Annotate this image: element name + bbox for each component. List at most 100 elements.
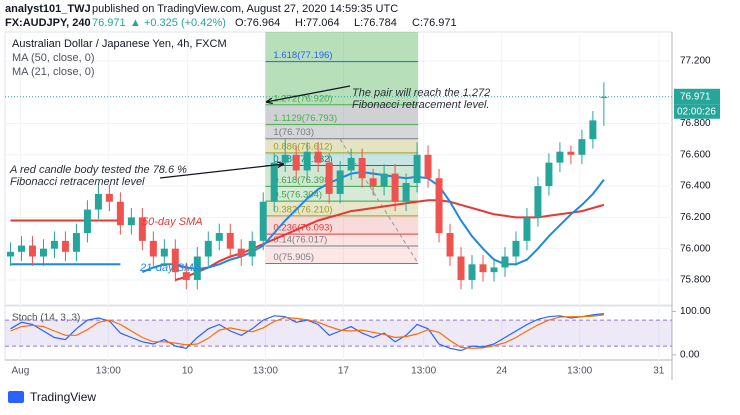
legend-entry: MA (21, close, 0) [12,66,95,78]
candle-body [567,151,575,155]
annotation: 50-day SMA [142,216,203,228]
fib-label: 0.786(76.532) [273,154,332,165]
candle-body [138,217,146,241]
candle-body [28,245,36,257]
candle-body [303,151,311,171]
high: H:77.064 [295,17,340,29]
stoch-line [10,314,604,349]
fib-label: 0.5(76.304) [273,190,322,201]
fib-label: 0.382(76.210) [273,204,332,215]
countdown-tag [674,104,720,119]
candle-body [226,233,234,249]
candle-body [215,233,223,241]
candle-body [589,120,597,140]
candle-body [424,154,432,179]
fib-band [265,215,419,235]
candle-body [83,209,91,234]
candle-body [17,245,25,252]
candle-body [402,182,410,202]
x-tick-label: 17 [338,366,350,377]
candle-body [523,217,531,241]
x-tick-label: 10 [182,366,194,377]
arrow [159,163,285,179]
annotation: Fibonacci retracement level [10,176,145,188]
candle-body [468,264,476,280]
x-tick-label: Aug [11,366,29,377]
candle-body [545,162,553,187]
candle-body [270,162,278,202]
candle-body [600,96,608,98]
y-tick-label: 76.800 [680,118,711,129]
annotation: A red candle body tested the 78.6 % [9,164,187,176]
y-tick-label: 76.200 [680,212,711,223]
candle-body [380,173,388,187]
candle-body [182,272,190,280]
candle-body [61,240,69,252]
x-tick-label: 31 [653,366,665,377]
last-price-label: 76.971 [680,91,711,102]
candle-body [457,256,465,280]
last: 76.971 [92,17,126,29]
candle-body [347,157,355,171]
close: C:76.971 [412,17,457,29]
annotation: Fibonacci retracement level. [352,99,490,111]
annotation: 21-day SMA [139,262,201,274]
candle-body [325,162,333,194]
candle-body [6,251,14,257]
x-tick-label: 13:00 [96,366,121,377]
fib-band [265,201,419,216]
candle-body [369,178,377,187]
stoch-name: Stoch (14, 3, 3) [12,313,80,324]
candle-body [72,233,80,252]
candle-body [435,178,443,234]
x-tick-label: 13:00 [253,366,278,377]
candle-body [336,170,344,194]
candle-body [281,154,289,163]
candle-body [94,193,102,210]
fib-label: 1.272(76.920) [273,93,332,104]
candle-body [116,201,124,226]
fib-band [265,152,419,166]
arrow-head [277,161,285,168]
x-tick-label: 24 [496,366,508,377]
x-tick-label: 13:00 [567,366,592,377]
fib-band [265,246,419,264]
low: L:76.784 [354,17,397,29]
candle-body [292,154,300,171]
candle-body [127,217,135,226]
candle-body [314,151,322,163]
fib-label: 1(76.703) [273,127,314,138]
fib-band [265,104,419,125]
fib-band [265,234,419,247]
y-tick-label: 76.000 [680,243,711,254]
candle-body [413,154,421,183]
candle-body [204,240,212,257]
fib-band [265,32,419,62]
fib-label: 0.236(76.093) [273,223,332,234]
fib-label: 1.1129(76.793) [273,113,337,124]
candle-body [358,157,366,179]
moving-average [10,199,605,281]
stoch-band [5,320,672,347]
fib-label: 0.618(76.398) [273,175,332,186]
legend-entry: MA (50, close, 0) [12,52,95,64]
fib-label: 1.618(77.196) [273,50,332,61]
arrow-head [265,97,273,105]
candle-body [512,240,520,257]
candle-body [50,240,58,249]
chart-title: Australian Dollar / Japanese Yen, 4h, FX… [12,38,227,50]
candle-body [534,186,542,218]
brand: TradingView [30,390,96,404]
fib-label: 0(75.905) [273,252,314,263]
plot: 77.200 76.800 76.600 76.400 76.200 76.000 75.8… [5,32,720,377]
candle-body [39,248,47,257]
y-tick-label: 76.600 [680,149,711,160]
fib-label: 0.886(76.612) [273,141,332,152]
fib-band [265,124,419,139]
candle-body [391,173,399,202]
fib-band [265,138,419,153]
logo: TradingView [8,390,96,404]
last-price-tag [674,88,720,105]
y-tick-label: 75.800 [680,275,711,286]
